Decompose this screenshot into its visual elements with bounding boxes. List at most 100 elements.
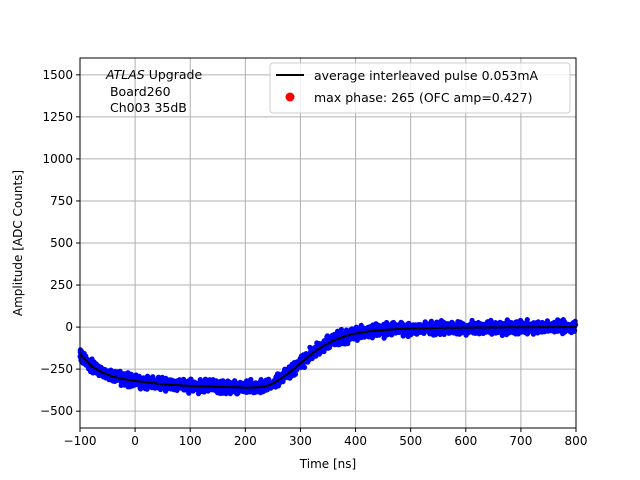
scatter-point [354, 337, 360, 343]
scatter-point [535, 330, 541, 336]
scatter-point [260, 389, 266, 395]
scatter-point [390, 330, 397, 336]
scatter-point [272, 383, 278, 389]
scatter-point [201, 379, 207, 385]
scatter-point [569, 328, 576, 334]
x-tick-label: 0 [131, 434, 139, 448]
scatter-point [562, 329, 568, 335]
scatter-point [400, 333, 406, 339]
scatter-point [396, 323, 402, 329]
scatter-point [369, 324, 375, 330]
scatter-point [137, 382, 143, 388]
scatter-point [311, 345, 317, 351]
scatter-point [234, 381, 240, 387]
legend-entry-max-phase: max phase: 265 (OFC amp=0.427) [314, 90, 532, 105]
scatter-point [205, 378, 211, 384]
legend: average interleaved pulse 0.053mA max ph… [269, 62, 571, 114]
scatter-point [114, 369, 121, 375]
scatter-point [190, 380, 196, 386]
scatter-point [505, 331, 511, 337]
scatter-point [223, 391, 229, 397]
y-axis-ticks: −500 −250 0 250 500 750 1000 1250 1500 [40, 68, 80, 418]
scatter-point [254, 389, 261, 395]
scatter-point [258, 377, 264, 383]
scatter-point [435, 320, 441, 326]
scatter-point [379, 330, 385, 337]
scatter-point [291, 372, 297, 378]
scatter-point [480, 330, 486, 336]
scatter-point [131, 373, 137, 379]
x-tick-label: 300 [289, 434, 312, 448]
x-tick-label: 700 [509, 434, 532, 448]
scatter-point [80, 360, 86, 366]
scatter-point [354, 325, 360, 331]
y-tick-label: 1000 [42, 152, 73, 166]
x-tick-label: 600 [454, 434, 477, 448]
y-tick-label: 0 [65, 320, 73, 334]
scatter-point [98, 364, 104, 370]
scatter-point [227, 379, 233, 385]
annotation-atlas: ATLAS [105, 67, 145, 82]
scatter-point [125, 374, 131, 380]
scatter-point [245, 378, 252, 384]
scatter-point [383, 320, 389, 326]
scatter-point [538, 321, 544, 327]
x-axis-ticks: −100 0 100 200 300 400 500 600 700 800 [64, 428, 588, 448]
annotation-channel: Ch003 35dB [106, 100, 187, 115]
scatter-point [524, 317, 530, 323]
x-tick-label: 400 [344, 434, 367, 448]
scatter-point [565, 321, 571, 327]
x-tick-label: −100 [64, 434, 97, 448]
scatter-point [572, 318, 578, 324]
x-tick-label: 200 [234, 434, 257, 448]
y-tick-label: 500 [50, 236, 73, 250]
scatter-point [212, 387, 218, 393]
x-tick-label: 100 [179, 434, 202, 448]
y-tick-label: 250 [50, 278, 73, 292]
legend-dot-marker [285, 92, 295, 102]
scatter-point [112, 378, 118, 384]
legend-box [269, 62, 571, 114]
scatter-point [221, 379, 227, 385]
annotation-upgrade: Upgrade [145, 67, 203, 82]
scatter-point [376, 325, 382, 331]
scatter-point [442, 320, 449, 326]
scatter-point [415, 322, 421, 328]
annotation: ATLAS Upgrade Board260 Ch003 35dB [105, 67, 202, 115]
scatter-point [109, 369, 115, 375]
scatter-point [405, 333, 411, 340]
scatter-point [196, 380, 203, 386]
legend-entry-average: average interleaved pulse 0.053mA [314, 68, 539, 83]
y-tick-label: 1500 [42, 68, 73, 82]
scatter-point [425, 328, 431, 334]
scatter-point [276, 372, 282, 378]
scatter-point [305, 359, 311, 365]
average-pulse-line [79, 326, 576, 389]
scatter-point [190, 388, 196, 394]
y-tick-label: −250 [40, 362, 73, 376]
scatter-point [118, 379, 124, 385]
scatter-point [100, 374, 106, 380]
scatter-point [213, 379, 219, 385]
scatter-point [495, 320, 501, 327]
annotation-board: Board260 [106, 84, 171, 99]
scatter-points [77, 317, 579, 397]
scatter-point [491, 328, 497, 334]
scatter-point [504, 317, 510, 323]
y-axis-label: Amplitude [ADC Counts] [11, 170, 25, 316]
x-tick-label: 500 [399, 434, 422, 448]
scatter-point [361, 334, 367, 340]
scatter-point [167, 377, 173, 383]
scatter-point [452, 328, 458, 334]
scatter-point [177, 379, 183, 385]
y-tick-label: 750 [50, 194, 73, 208]
scatter-point [511, 321, 517, 327]
scatter-point [173, 386, 179, 392]
x-tick-label: 800 [565, 434, 588, 448]
scatter-point [521, 320, 527, 327]
y-tick-label: 1250 [42, 110, 73, 124]
scatter-point [159, 376, 165, 382]
scatter-point [301, 364, 308, 370]
scatter-point [241, 389, 247, 395]
